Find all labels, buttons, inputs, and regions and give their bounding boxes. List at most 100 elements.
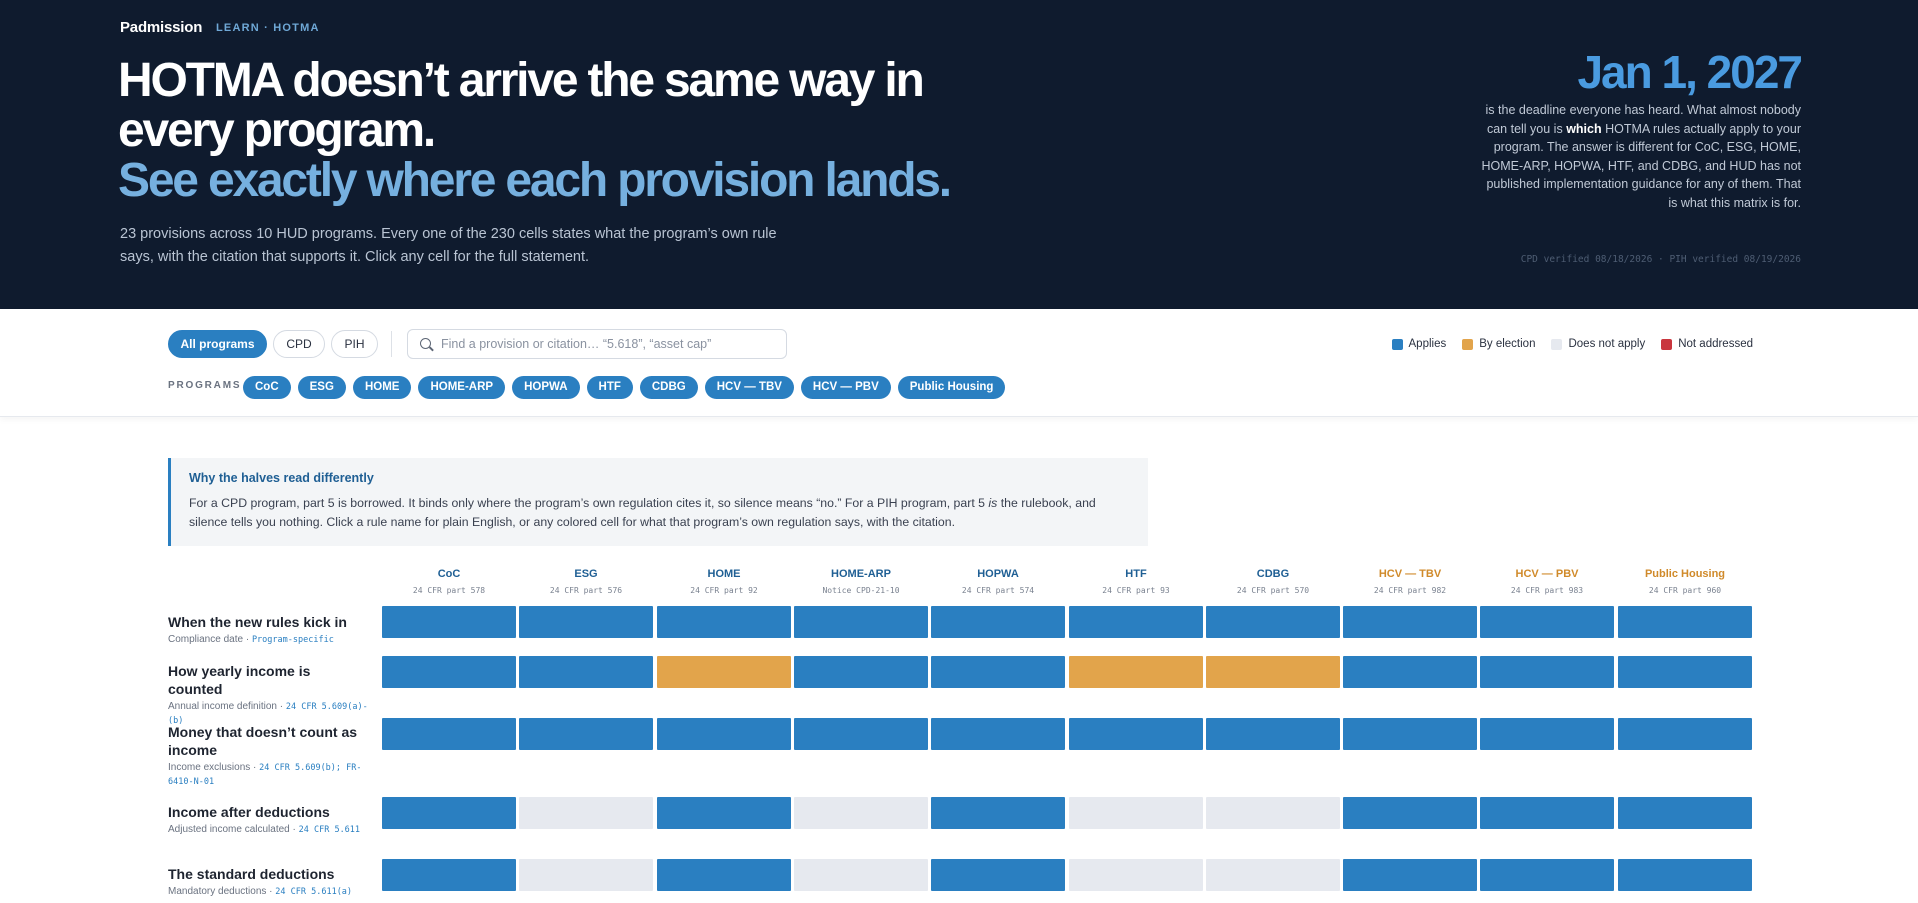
matrix-cell-applies[interactable] — [1618, 718, 1752, 750]
filter-cpd[interactable]: CPD — [273, 330, 325, 358]
matrix-cell-applies[interactable] — [519, 656, 653, 688]
row-subtitle: Compliance date · Program-specific — [168, 633, 368, 647]
matrix-cell-applies[interactable] — [519, 718, 653, 750]
matrix-cell-applies[interactable] — [1618, 656, 1752, 688]
program-chip-esg[interactable]: ESG — [297, 376, 346, 399]
matrix-cell-applies[interactable] — [1343, 718, 1477, 750]
matrix-cell-election[interactable] — [1069, 656, 1203, 688]
column-header[interactable]: CoC 24 CFR part 578 — [382, 568, 516, 595]
callout-body-post: the rulebook, and silence tells you noth… — [189, 496, 1096, 529]
breadcrumb[interactable]: LEARN · HOTMA — [216, 22, 320, 34]
row-label[interactable]: When the new rules kick in Compliance dat… — [168, 613, 368, 647]
matrix-cell-applies[interactable] — [519, 606, 653, 638]
matrix-cell-election[interactable] — [1206, 656, 1340, 688]
program-chip-hcv-pbv[interactable]: HCV — PBV — [800, 376, 891, 399]
matrix-cell-applies[interactable] — [1343, 859, 1477, 891]
program-chip-public-housing[interactable]: Public Housing — [897, 376, 1006, 399]
matrix-cell-applies[interactable] — [1480, 606, 1614, 638]
matrix-cell-none[interactable] — [1069, 859, 1203, 891]
matrix-cell-applies[interactable] — [382, 859, 516, 891]
column-header[interactable]: HCV — PBV 24 CFR part 983 — [1480, 568, 1614, 595]
matrix-cell-none[interactable] — [1206, 859, 1340, 891]
filter-all-programs[interactable]: All programs — [168, 330, 267, 358]
matrix-cell-applies[interactable] — [931, 606, 1065, 638]
matrix-cell-applies[interactable] — [1343, 656, 1477, 688]
matrix-cell-applies[interactable] — [382, 656, 516, 688]
program-chip-htf[interactable]: HTF — [586, 376, 633, 399]
matrix-cell-applies[interactable] — [931, 656, 1065, 688]
row-citation[interactable]: 24 CFR 5.611 — [298, 825, 361, 835]
matrix-cell-applies[interactable] — [1206, 718, 1340, 750]
matrix-cell-none[interactable] — [1206, 797, 1340, 829]
matrix-cell-applies[interactable] — [794, 656, 928, 688]
search-input[interactable] — [441, 331, 781, 357]
matrix-cell-applies[interactable] — [657, 718, 791, 750]
row-title[interactable]: When the new rules kick in — [168, 614, 347, 630]
row-label[interactable]: The standard deductions Mandatory deducti… — [168, 865, 368, 899]
matrix-cell-applies[interactable] — [657, 797, 791, 829]
matrix-cell-applies[interactable] — [1480, 656, 1614, 688]
matrix-cell-applies[interactable] — [1343, 606, 1477, 638]
row-title[interactable]: How yearly income is counted — [168, 663, 311, 697]
row-citation[interactable]: 24 CFR 5.609(b); FR-6410-N-01 — [168, 763, 362, 787]
matrix-cell-applies[interactable] — [1480, 797, 1614, 829]
row-subtitle: Adjusted income calculated · 24 CFR 5.61… — [168, 823, 368, 837]
matrix-cell-applies[interactable] — [657, 606, 791, 638]
column-citation: 24 CFR part 574 — [961, 586, 1035, 595]
matrix-cell-applies[interactable] — [382, 797, 516, 829]
column-header[interactable]: Public Housing 24 CFR part 960 — [1618, 568, 1752, 595]
matrix-cell-applies[interactable] — [931, 718, 1065, 750]
matrix-cell-applies[interactable] — [1343, 797, 1477, 829]
matrix-cell-applies[interactable] — [1069, 606, 1203, 638]
matrix-cell-applies[interactable] — [1618, 797, 1752, 829]
matrix-cell-none[interactable] — [794, 859, 928, 891]
row-citation[interactable]: 24 CFR 5.611(a) — [275, 887, 353, 897]
column-header[interactable]: HOME-ARP Notice CPD-21-10 — [794, 568, 928, 595]
matrix-cell-applies[interactable] — [794, 718, 928, 750]
row-title[interactable]: The standard deductions — [168, 866, 335, 882]
search-box[interactable] — [407, 329, 787, 359]
matrix-cell-applies[interactable] — [1206, 606, 1340, 638]
filter-pih[interactable]: PIH — [331, 330, 378, 358]
column-citation: 24 CFR part 92 — [690, 586, 758, 595]
row-citation[interactable]: Program-specific — [251, 635, 334, 645]
program-chip-cdbg[interactable]: CDBG — [639, 376, 698, 399]
matrix-cell-applies[interactable] — [1480, 718, 1614, 750]
row-title[interactable]: Income after deductions — [168, 804, 330, 820]
matrix-cell-applies[interactable] — [1618, 606, 1752, 638]
matrix-cell-applies[interactable] — [931, 797, 1065, 829]
program-chip-coc[interactable]: CoC — [243, 376, 291, 399]
program-chip-hopwa[interactable]: HOPWA — [512, 376, 580, 399]
column-header[interactable]: CDBG 24 CFR part 570 — [1206, 568, 1340, 595]
column-header[interactable]: HOME 24 CFR part 92 — [657, 568, 791, 595]
column-name: CoC — [437, 568, 461, 580]
column-name: HTF — [1125, 568, 1147, 580]
row-citation[interactable]: 24 CFR 5.609(a)-(b) — [168, 702, 368, 726]
deadline-date: Jan 1, 2027 — [1577, 46, 1803, 98]
matrix-cell-applies[interactable] — [931, 859, 1065, 891]
matrix-cell-applies[interactable] — [1069, 718, 1203, 750]
matrix-cell-none[interactable] — [794, 797, 928, 829]
matrix-cell-applies[interactable] — [794, 606, 928, 638]
matrix-cell-applies[interactable] — [657, 859, 791, 891]
matrix-cell-applies[interactable] — [382, 718, 516, 750]
row-label[interactable]: Money that doesn’t count as income Income… — [168, 723, 368, 789]
column-header[interactable]: HTF 24 CFR part 93 — [1069, 568, 1203, 595]
brand-logo[interactable]: Padmission — [120, 19, 203, 36]
matrix-cell-none[interactable] — [1069, 797, 1203, 829]
program-chip-home[interactable]: HOME — [352, 376, 412, 399]
row-title[interactable]: Money that doesn’t count as income — [168, 724, 358, 758]
program-chip-hcv-tbv[interactable]: HCV — TBV — [704, 376, 794, 399]
column-header[interactable]: HCV — TBV 24 CFR part 982 — [1343, 568, 1477, 595]
column-header[interactable]: ESG 24 CFR part 576 — [519, 568, 653, 595]
matrix-cell-applies[interactable] — [382, 606, 516, 638]
matrix-cell-applies[interactable] — [1480, 859, 1614, 891]
matrix-cell-applies[interactable] — [1618, 859, 1752, 891]
program-chip-home-arp[interactable]: HOME-ARP — [418, 376, 506, 399]
row-label[interactable]: Income after deductions Adjusted income c… — [168, 803, 368, 837]
matrix-cell-none[interactable] — [519, 859, 653, 891]
matrix-cell-none[interactable] — [519, 797, 653, 829]
column-header[interactable]: HOPWA 24 CFR part 574 — [931, 568, 1065, 595]
row-label[interactable]: How yearly income is counted Annual incom… — [168, 662, 368, 728]
matrix-cell-election[interactable] — [657, 656, 791, 688]
